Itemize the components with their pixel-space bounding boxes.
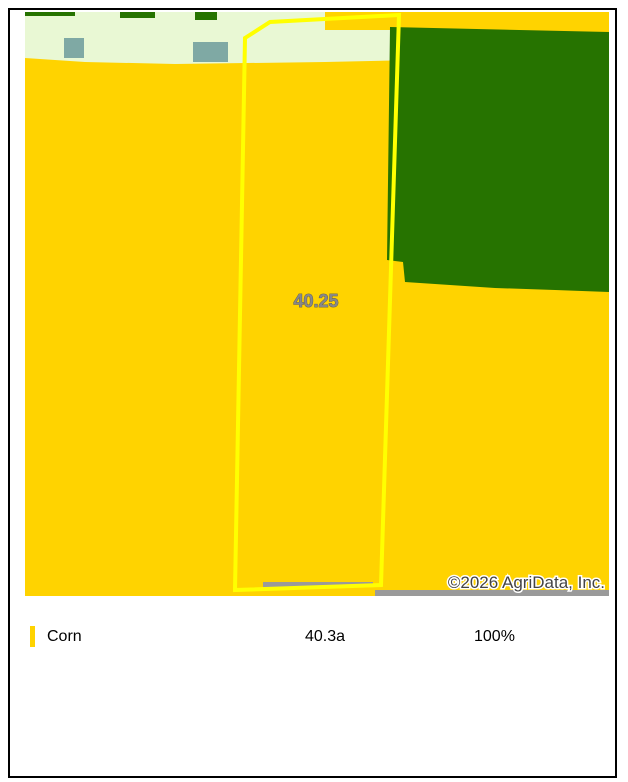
crop-name: Corn	[47, 628, 82, 645]
soybean-area	[387, 27, 609, 292]
corn-strip	[325, 12, 609, 30]
crop-acres: 40.3a	[305, 628, 346, 645]
water-patch	[193, 42, 228, 62]
grassland-area	[25, 12, 415, 64]
crop-percent: 100%	[474, 628, 515, 645]
road	[375, 590, 609, 596]
road	[263, 582, 373, 587]
legend-swatch	[30, 626, 35, 647]
legend-row: Corn 40.3a 100%	[30, 626, 590, 648]
field-boundary	[232, 12, 402, 593]
forest-patch	[195, 12, 217, 20]
forest-patch	[25, 12, 75, 16]
field-label: 40.25	[293, 291, 338, 311]
frame	[8, 8, 617, 778]
attribution: ©2026 AgriData, Inc.	[448, 573, 605, 592]
crop-map: 40.25 ©2026 AgriData, Inc.	[25, 12, 609, 596]
forest-patch	[120, 12, 155, 18]
water-patch	[64, 38, 84, 58]
